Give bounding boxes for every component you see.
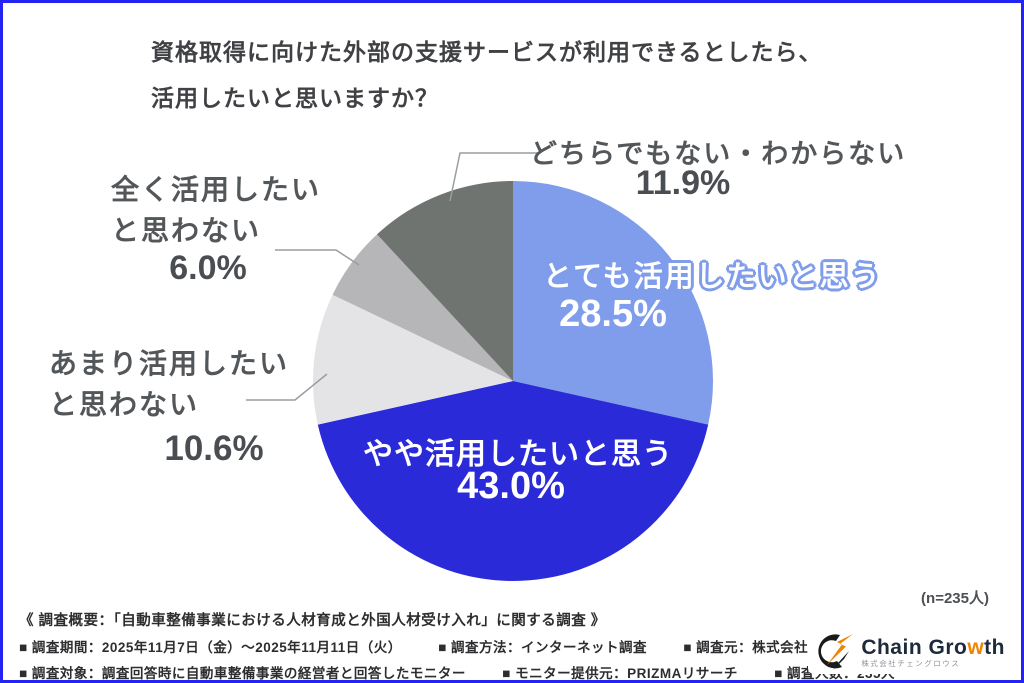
survey-detail-row-1: ■ 調査期間：2025年11月7日（金）〜2025年11月11日（火） ■ 調査… [19, 636, 938, 656]
slice-pct-somewhat: 43.0% [457, 465, 565, 507]
survey-detail-target: ■ 調査対象：調査回答時に自動車整備事業の経営者と回答したモニター [19, 666, 466, 681]
page-title-line-1: 資格取得に向けた外部の支援サービスが利用できるとしたら、 [151, 39, 823, 65]
slice-pct-neither: 11.9% [635, 164, 731, 202]
slice-label-not-at-all-line-1: 全く活用したい [111, 174, 322, 205]
logo-subtitle: 株式会社チェングロウス [861, 658, 961, 668]
logo-name-part-2: th [984, 635, 1005, 659]
pie-slice [377, 181, 513, 381]
chain-growth-logo-icon [818, 634, 854, 670]
slice-label-not-really-line-2: と思わない [49, 389, 200, 420]
survey-summary-heading: 《 調査概要：「自動車整備事業における人材育成と外国人材受け入れ」に関する調査 … [19, 613, 606, 629]
slice-label-not-really-line-1: あまり活用したい [49, 348, 290, 379]
pie-slice [317, 381, 709, 581]
leader-line-not-at-all [275, 249, 360, 266]
logo-name: Chain Growth [861, 637, 1005, 658]
slice-label-somewhat: やや活用したいと思う [363, 438, 673, 471]
survey-detail-period: ■ 調査期間：2025年11月7日（金）〜2025年11月11日（火） [19, 640, 402, 655]
pie-chart [246, 152, 713, 581]
company-logo: Chain Growth 株式会社チェングロウス [808, 630, 1009, 674]
logo-name-part-1: Chain Gro [861, 635, 968, 659]
leader-line-not-really [246, 373, 328, 401]
survey-detail-row-2: ■ 調査対象：調査回答時に自動車整備事業の経営者と回答したモニター ■ モニター… [19, 662, 938, 681]
slice-label-neither: どちらでもない・わからない [530, 139, 907, 169]
pie-slice [313, 294, 513, 425]
slice-label-very: とても活用したいと思う [543, 261, 882, 293]
slice-label-not-at-all-line-2: と思わない [111, 215, 262, 246]
survey-detail-method: ■ 調査方法：インターネット調査 [438, 640, 647, 655]
pie-slice [513, 181, 713, 425]
page-title: 資格取得に向けた外部の支援サービスが利用できるとしたら、 活用したいと思いますか… [151, 29, 823, 121]
page-title-line-2: 活用したいと思いますか？ [151, 85, 439, 111]
slice-label-not-really: あまり活用したい と思わない [49, 343, 289, 425]
logo-wordmark: Chain Growth 株式会社チェングロウス [861, 637, 1005, 668]
pie-slice [332, 234, 513, 381]
survey-summary: 《 調査概要：「自動車整備事業における人材育成と外国人材受け入れ」に関する調査 … [19, 609, 938, 681]
logo-name-accent: w [967, 635, 985, 659]
slice-pct-not-at-all: 6.0% [169, 249, 247, 287]
slice-label-not-at-all: 全く活用したい と思わない [111, 169, 321, 251]
pie-slices [313, 181, 713, 581]
slice-pct-very: 28.5% [559, 293, 667, 335]
leader-line-neither [449, 152, 540, 202]
slice-pct-not-really: 10.6% [164, 429, 264, 468]
sample-size-note: (n=235人) [921, 590, 989, 607]
survey-detail-monitor-provider: ■ モニター提供元：PRIZMAリサーチ [502, 666, 738, 681]
